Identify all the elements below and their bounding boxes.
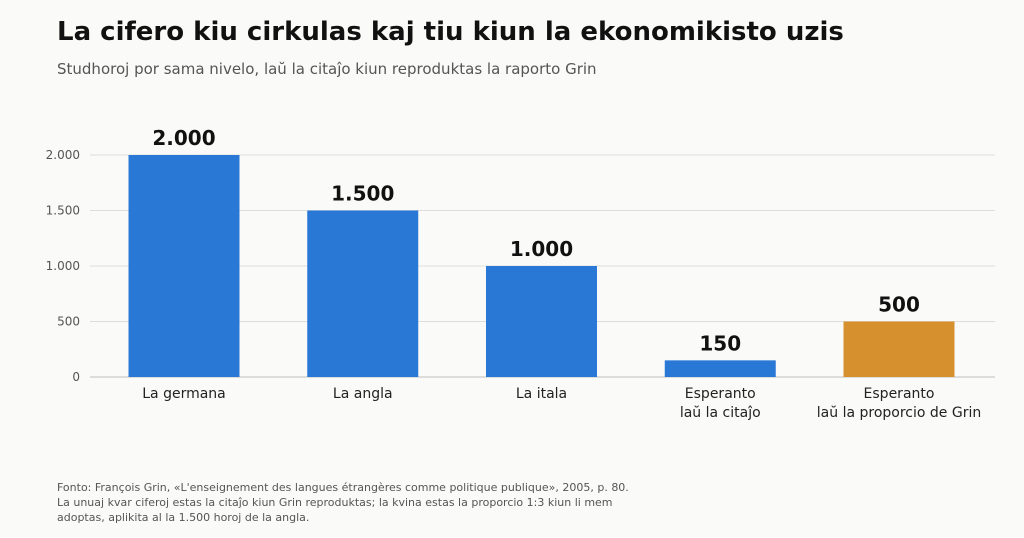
footnote-line-3: adoptas, aplikita al la 1.500 horoj de l… [57, 511, 310, 524]
bar [486, 266, 597, 377]
x-tick-label: laŭ la proporcio de Grin [817, 405, 981, 421]
x-tick-label: La germana [142, 386, 226, 402]
footnote-line-2: La unuaj kvar ciferoj estas la citaĵo ki… [57, 496, 613, 509]
x-tick-label: laŭ la citaĵo [680, 405, 761, 421]
y-tick-label: 2.000 [46, 148, 80, 162]
x-tick-label: Esperanto [685, 386, 756, 402]
data-label: 1.500 [331, 182, 394, 206]
data-label: 1.000 [510, 237, 573, 261]
chart-subtitle: Studhoroj por sama nivelo, laŭ la citaĵo… [57, 60, 597, 78]
data-label: 2.000 [152, 126, 215, 150]
x-tick-label: La angla [333, 386, 393, 402]
y-tick-label: 500 [57, 315, 80, 329]
bar [664, 360, 776, 377]
y-tick-label: 0 [72, 370, 80, 384]
footnote: Fonto: François Grin, «L'enseignement de… [57, 480, 629, 525]
y-tick-label: 1.500 [46, 204, 80, 218]
bar [843, 321, 955, 377]
x-tick-label: Esperanto [864, 386, 935, 402]
footnote-source: Fonto: François Grin, «L'enseignement de… [57, 481, 629, 494]
bar [128, 155, 240, 377]
x-tick-label: La itala [516, 386, 567, 402]
y-tick-label: 1.000 [46, 259, 80, 273]
chart-title: La cifero kiu cirkulas kaj tiu kiun la e… [57, 17, 844, 47]
bar [307, 210, 419, 377]
data-label: 500 [878, 293, 920, 317]
data-label: 150 [699, 331, 741, 355]
